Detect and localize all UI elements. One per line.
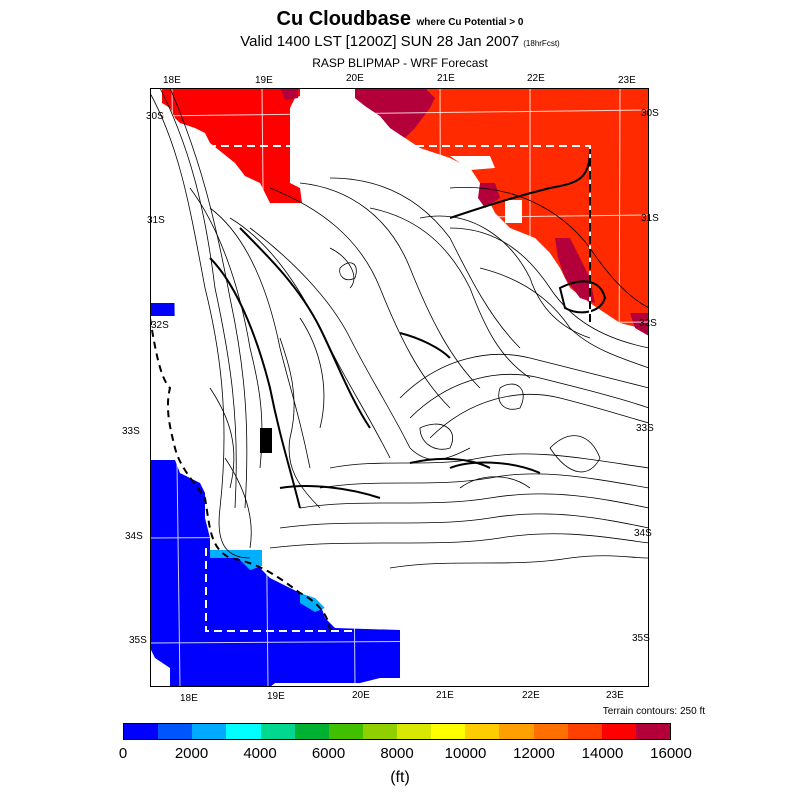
cloudbase-peak-region — [478, 183, 500, 208]
colorbar — [123, 723, 671, 740]
lon-top-label: 23E — [618, 75, 636, 86]
lon-bottom-label: 19E — [267, 691, 285, 702]
colorbar-swatch — [362, 724, 397, 739]
lat-lon-grid — [150, 88, 649, 687]
colorbar-tick-label: 16000 — [650, 745, 692, 762]
colorbar-swatch — [601, 724, 636, 739]
bold-contours — [209, 147, 607, 509]
lon-top-label: 21E — [437, 73, 455, 84]
terrain-peak — [260, 428, 272, 453]
lat-left-label: 33S — [122, 426, 140, 437]
colorbar-swatch — [192, 724, 227, 739]
cloudbase-mid-region — [210, 550, 262, 570]
lon-top-label: 18E — [163, 75, 181, 86]
colorbar-swatch — [465, 724, 500, 739]
colorbar-tick-label: 2000 — [174, 745, 209, 762]
lon-bottom-label: 20E — [352, 690, 370, 701]
colorbar-swatch — [294, 724, 329, 739]
colorbar-swatch — [635, 724, 670, 739]
lon-bottom-label: 21E — [436, 690, 454, 701]
colorbar-swatch — [397, 724, 432, 739]
title-note: where Cu Potential > 0 — [416, 17, 524, 28]
title-text: Cu Cloudbase — [276, 8, 411, 30]
map-title: Cu Cloudbase where Cu Potential > 0 — [0, 8, 800, 31]
colorbar-swatch — [328, 724, 363, 739]
colorbar-tick-label: 0 — [118, 745, 128, 762]
cloudbase-peak-region — [555, 238, 595, 303]
colorbar-tick-label: 14000 — [581, 745, 624, 762]
lat-right-label: 32S — [639, 318, 657, 329]
colorbar-swatch — [499, 724, 534, 739]
lat-left-label: 35S — [129, 635, 147, 646]
colorbar-swatch — [226, 724, 261, 739]
colorbar-swatch — [567, 724, 602, 739]
map-canvas — [150, 88, 649, 687]
cloudbase-high-region — [162, 88, 302, 203]
lat-left-label: 32S — [151, 320, 169, 331]
lat-left-label: 34S — [125, 531, 143, 542]
valid-time: Valid 1400 LST [1200Z] SUN 28 Jan 2007 (… — [0, 33, 800, 50]
colorbar-unit: (ft) — [390, 769, 410, 786]
lon-top-label: 22E — [527, 73, 545, 84]
lon-bottom-label: 18E — [180, 693, 198, 704]
terrain-contour-note: Terrain contours: 250 ft — [602, 706, 705, 717]
cloudbase-low-region — [150, 303, 175, 316]
lat-right-label: 33S — [636, 423, 654, 434]
lat-right-label: 31S — [641, 213, 659, 224]
lat-right-label: 30S — [641, 108, 659, 119]
lat-left-label: 31S — [147, 215, 165, 226]
colorbar-swatch — [533, 724, 568, 739]
cloudbase-peak-region — [280, 88, 298, 100]
lon-bottom-label: 22E — [522, 690, 540, 701]
source-label: RASP BLIPMAP - WRF Forecast — [312, 56, 488, 70]
colorbar-tick-label: 12000 — [513, 745, 555, 762]
forecast-note: (18hrFcst) — [523, 39, 560, 48]
forecast-map — [150, 88, 649, 687]
valid-text: Valid 1400 LST [1200Z] SUN 28 Jan 2007 — [240, 33, 520, 50]
lat-right-label: 34S — [634, 528, 652, 539]
colorbar-tick-label: 8000 — [380, 745, 414, 762]
colorbar-tick-label: 10000 — [444, 745, 487, 762]
lat-right-label: 35S — [632, 633, 650, 644]
colorbar-swatch — [158, 724, 193, 739]
colorbar-swatch — [431, 724, 466, 739]
cloudbase-peak-region — [630, 313, 649, 336]
lon-bottom-label: 23E — [606, 690, 624, 701]
lon-top-label: 20E — [346, 73, 364, 84]
lat-left-label: 30S — [146, 111, 164, 122]
terrain-contours — [150, 88, 649, 569]
lon-top-label: 19E — [255, 75, 273, 86]
colorbar-tick-label: 4000 — [243, 745, 277, 762]
colorbar-swatch — [260, 724, 295, 739]
colorbar-tick-label: 6000 — [311, 745, 346, 762]
coastline-dashed — [150, 317, 331, 634]
colorbar-swatch — [124, 724, 159, 739]
